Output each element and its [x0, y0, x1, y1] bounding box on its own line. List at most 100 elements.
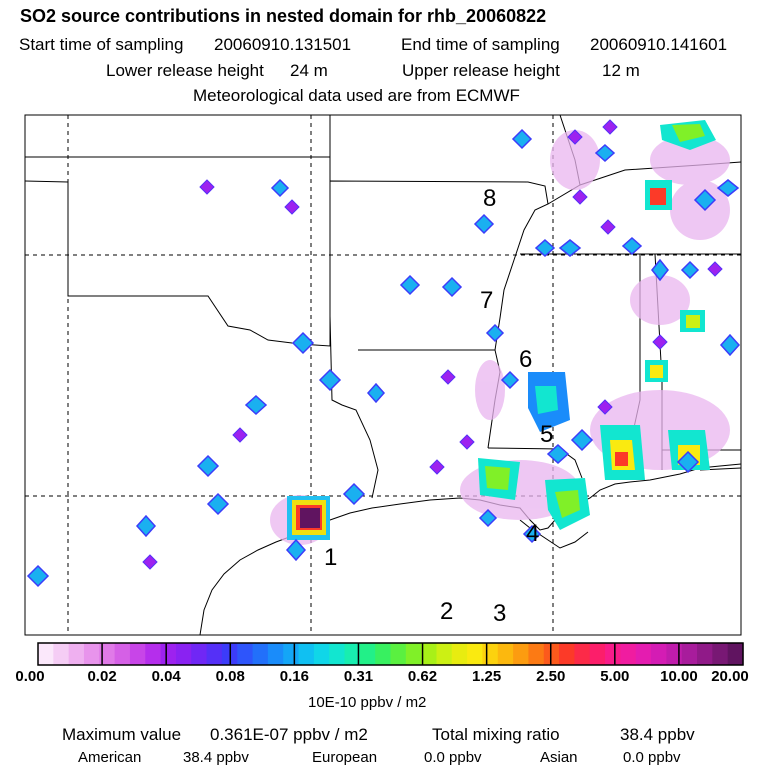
color-scale-cell — [129, 643, 146, 665]
max-value-label: Maximum value — [62, 725, 182, 744]
color-scale-cell — [191, 643, 208, 665]
map-title: SO2 source contributions in nested domai… — [20, 6, 547, 26]
color-scale-unit: 10E-10 ppbv / m2 — [308, 694, 427, 711]
color-scale-tick-label: 5.00 — [600, 668, 630, 685]
met-data-note: Meteorological data used are from ECMWF — [193, 86, 520, 105]
color-scale-tick-label: 0.08 — [215, 668, 245, 685]
hotspot-alabama-central — [645, 360, 668, 382]
upper-height-value: 12 m — [602, 61, 640, 80]
hotspot-louisiana-west — [478, 458, 520, 500]
end-time-value: 20060910.141601 — [590, 35, 728, 54]
color-scale-cell — [83, 643, 100, 665]
color-scale-cell — [344, 643, 361, 665]
upper-height-label: Upper release height — [402, 61, 560, 80]
color-scale-cell — [681, 643, 698, 665]
color-scale-cell — [497, 643, 514, 665]
color-scale-cell — [405, 643, 422, 665]
color-scale-cell — [175, 643, 192, 665]
color-scale-cell — [375, 643, 392, 665]
color-scale-cell — [313, 643, 330, 665]
color-scale-cell — [237, 643, 254, 665]
color-scale-cell — [206, 643, 223, 665]
hotspot-louisiana-central — [528, 372, 570, 432]
color-scale-cell — [252, 643, 269, 665]
color-scale-tick-label: 20.00 — [711, 668, 749, 685]
color-scale-tick-label: 0.31 — [343, 668, 374, 685]
european-label: European — [312, 749, 378, 766]
total-mixing-label: Total mixing ratio — [432, 725, 560, 744]
color-scale-cell — [421, 643, 438, 665]
asian-value: 0.0 ppbv — [623, 749, 681, 766]
color-scale-tick-label: 0.16 — [279, 668, 309, 685]
color-scale-cell — [559, 643, 576, 665]
color-scale-cell — [436, 643, 453, 665]
color-scale-dividers — [101, 643, 680, 665]
color-scale-tick-label: 0.62 — [407, 668, 438, 685]
color-scale-cell — [114, 643, 131, 665]
color-scale-cell — [359, 643, 376, 665]
lower-height-value: 24 m — [290, 61, 328, 80]
color-scale-cell — [283, 643, 300, 665]
max-value: 0.361E-07 ppbv / m2 — [210, 725, 368, 744]
american-value: 38.4 ppbv — [183, 749, 249, 766]
color-scale-tick-label: 10.00 — [660, 668, 698, 685]
color-scale-cell — [605, 643, 621, 665]
source-hotspots — [26, 119, 741, 588]
map-frame — [24, 114, 742, 636]
track-label-3: 3 — [493, 600, 507, 627]
track-label-2: 2 — [440, 598, 454, 625]
color-scale-tick-label: 0.04 — [151, 668, 181, 685]
hotspot-tennessee — [645, 180, 672, 210]
color-scale-cell — [574, 643, 591, 665]
track-label-7: 7 — [480, 287, 494, 314]
lower-height-label: Lower release height — [106, 61, 264, 80]
color-scale-cell — [68, 643, 85, 665]
track-label-4: 4 — [526, 520, 540, 547]
hotspot-mississippi — [600, 425, 645, 480]
track-label-6: 6 — [519, 346, 533, 373]
color-scale-cell — [390, 643, 407, 665]
start-time-label: Start time of sampling — [19, 35, 184, 54]
very-minor-sources — [142, 119, 723, 570]
color-scale-cell — [267, 643, 284, 665]
color-scale-cell — [697, 643, 713, 665]
color-scale-cell — [712, 643, 729, 665]
track-label-8: 8 — [483, 185, 497, 212]
color-scale-cell — [651, 643, 667, 665]
color-scale-cell — [38, 643, 54, 665]
color-scale-tick-label: 1.25 — [472, 668, 502, 685]
hotspot-kentucky — [660, 120, 716, 150]
track-label-5: 5 — [540, 421, 554, 448]
color-scale-cell — [589, 643, 606, 665]
hotspot-houston — [287, 496, 330, 540]
color-scale-cell — [329, 643, 346, 665]
hotspot-alabama-north — [680, 310, 705, 332]
color-scale-cell — [620, 643, 637, 665]
color-scale-tick-label: 0.02 — [87, 668, 117, 685]
color-scale-cell — [635, 643, 652, 665]
color-scale-cell — [666, 643, 683, 665]
track-label-1: 1 — [324, 544, 338, 571]
color-scale-cell — [451, 643, 468, 665]
color-scale-cell — [99, 643, 116, 665]
color-scale-cell — [482, 643, 499, 665]
color-scale-cell — [727, 643, 744, 665]
color-scale-tick-label: 2.50 — [536, 668, 566, 685]
european-value: 0.0 ppbv — [424, 749, 482, 766]
end-time-label: End time of sampling — [401, 35, 560, 54]
minor-sources — [26, 128, 741, 588]
color-scale-cell — [513, 643, 530, 665]
hotspot-louisiana-east — [545, 478, 590, 530]
color-scale-cell — [53, 643, 70, 665]
start-time-value: 20060910.131501 — [214, 35, 352, 54]
color-scale-cell — [145, 643, 162, 665]
color-scale-cell — [160, 643, 177, 665]
color-scale-cell — [543, 643, 560, 665]
color-scale-cell — [528, 643, 545, 665]
color-scale-cell — [467, 643, 484, 665]
total-mixing-value: 38.4 ppbv — [620, 725, 695, 744]
color-scale-frame — [37, 642, 744, 666]
american-label: American — [78, 749, 142, 766]
